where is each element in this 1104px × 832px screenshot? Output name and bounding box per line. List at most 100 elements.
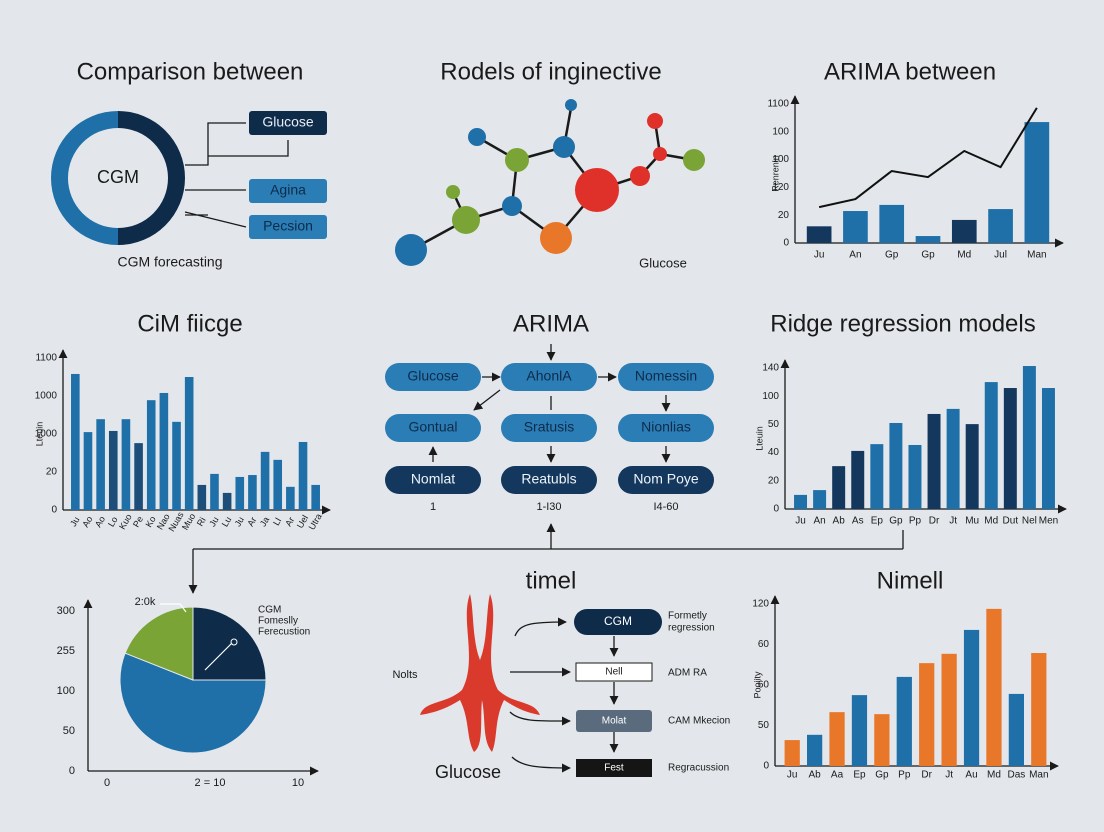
flow-node-label: Nomessin bbox=[635, 368, 697, 384]
x-tick-label: Das bbox=[1007, 770, 1025, 781]
bar bbox=[832, 466, 846, 509]
flow-node-label: Nom Poye bbox=[633, 471, 699, 487]
timeline-node bbox=[575, 662, 653, 682]
timeline-left-label: Nolts bbox=[392, 669, 418, 681]
chart-title: Nimell bbox=[877, 567, 944, 594]
label-box bbox=[249, 111, 327, 135]
leader-dot bbox=[230, 638, 238, 646]
bar bbox=[915, 236, 941, 243]
bar bbox=[1022, 366, 1036, 509]
donut-segment bbox=[118, 111, 185, 245]
bar bbox=[96, 419, 105, 510]
flow-node bbox=[385, 363, 481, 391]
y-tick-label: 20 bbox=[768, 475, 780, 486]
flow-node-label: Reatubls bbox=[521, 471, 576, 487]
x-tick-label: Au bbox=[965, 770, 977, 781]
leader bbox=[160, 603, 233, 671]
y-tick-label: 50 bbox=[758, 720, 770, 731]
bar bbox=[83, 432, 93, 510]
timeline-note: regression bbox=[668, 623, 715, 634]
x-tick-label: Ko bbox=[144, 514, 158, 529]
bar bbox=[159, 392, 169, 510]
x-tick-label: Ab bbox=[833, 516, 846, 527]
y-tick-label: 100 bbox=[772, 126, 789, 137]
bar bbox=[927, 413, 941, 509]
x-tick-label: Ll bbox=[271, 516, 283, 527]
y-tick-label: 120 bbox=[752, 599, 769, 610]
bar bbox=[813, 490, 827, 509]
bar bbox=[134, 443, 143, 510]
flow-arrows bbox=[428, 344, 671, 463]
donut-center: CGM bbox=[97, 167, 139, 187]
bar bbox=[273, 459, 283, 510]
x-tick-label: 10 bbox=[292, 777, 304, 789]
bar bbox=[1003, 388, 1017, 509]
y-tick-label: 60 bbox=[758, 639, 770, 650]
bar bbox=[941, 653, 957, 766]
y-tick-label: 40 bbox=[768, 447, 780, 458]
bar bbox=[829, 712, 845, 766]
bar bbox=[851, 450, 865, 509]
flow-node-label: Glucose bbox=[407, 368, 459, 384]
x-tick-label: Dr bbox=[921, 770, 932, 781]
x-tick-label: Jt bbox=[949, 516, 957, 527]
flow-panel: ARIMA Glucose AhonlA Nomessin Gontual Sratus… bbox=[385, 310, 714, 513]
bar bbox=[146, 400, 156, 510]
bar bbox=[946, 408, 960, 509]
flow-node-label: Sratusis bbox=[524, 419, 575, 435]
x-tick-label: Jul bbox=[994, 250, 1007, 261]
y-tick-label: 50 bbox=[768, 419, 780, 430]
chart-title: CiM fiicge bbox=[137, 310, 242, 337]
bar bbox=[121, 419, 131, 510]
panel-title: Rodels of inginective bbox=[440, 58, 661, 85]
x-tick-label: Ar bbox=[283, 515, 296, 528]
flow-node-label: Nionlias bbox=[641, 419, 691, 435]
flow-node bbox=[618, 414, 714, 442]
bar bbox=[986, 608, 1002, 766]
x-tick-label: Man bbox=[1027, 250, 1046, 261]
x-tick-label: Gp bbox=[921, 250, 935, 261]
x-tick-label: Gp bbox=[889, 516, 903, 527]
pie-note: CGM bbox=[258, 605, 281, 616]
x-tick-label: Ar bbox=[245, 515, 258, 528]
bar bbox=[1041, 388, 1055, 509]
x-tick-label: Nel bbox=[1022, 516, 1037, 527]
bar bbox=[889, 422, 903, 509]
panel-title: ARIMA bbox=[513, 310, 589, 337]
x-tick-label: Men bbox=[1039, 516, 1058, 527]
caption: CGM forecasting bbox=[117, 254, 222, 270]
x-tick-label: Md bbox=[984, 516, 998, 527]
y-tick-label: 0 bbox=[763, 761, 769, 772]
bar bbox=[919, 663, 935, 766]
panel-title: Comparison between bbox=[77, 58, 304, 85]
y-tick-label: 50 bbox=[63, 725, 75, 737]
bar bbox=[172, 421, 181, 510]
pie-annotation: 2:0k bbox=[135, 596, 156, 608]
bar bbox=[807, 734, 823, 766]
y-tick-label: 100 bbox=[57, 685, 75, 697]
connectors bbox=[188, 523, 904, 594]
pie-note: Ferecustion bbox=[258, 627, 310, 638]
pie-slice bbox=[119, 652, 267, 754]
donut-segment bbox=[51, 111, 118, 245]
bar bbox=[963, 629, 980, 766]
x-tick-label: Aa bbox=[831, 770, 844, 781]
timeline-panel: timel CGM Nell Molat Fest Formetlyregression… bbox=[392, 567, 730, 781]
bar bbox=[806, 226, 832, 243]
bar bbox=[988, 209, 1013, 243]
y-tick-label: 0 bbox=[783, 238, 789, 249]
label-box bbox=[249, 179, 327, 203]
label: Agina bbox=[270, 182, 306, 198]
bar bbox=[951, 219, 977, 243]
y-axis-label: Pooiity bbox=[752, 671, 762, 699]
timeline-node bbox=[576, 759, 652, 777]
flow-node-label: Gontual bbox=[408, 419, 457, 435]
x-tick-label: Ju bbox=[795, 516, 806, 527]
bar bbox=[235, 476, 245, 510]
x-tick-label: Lo bbox=[106, 515, 120, 529]
x-tick-label: Pp bbox=[909, 516, 922, 527]
y-tick-label: 0 bbox=[69, 765, 75, 777]
x-tick-label: Lu bbox=[220, 515, 234, 529]
bar bbox=[260, 451, 270, 510]
flow-node bbox=[618, 466, 714, 494]
